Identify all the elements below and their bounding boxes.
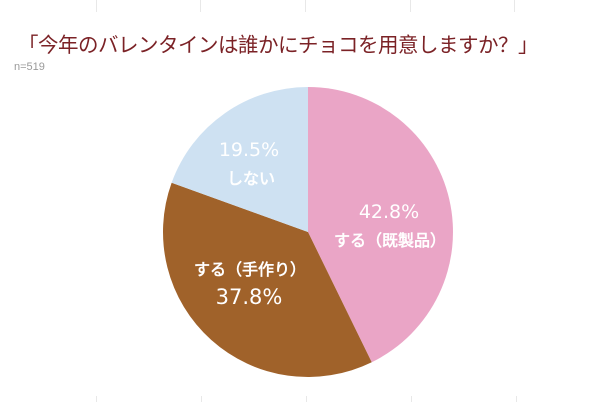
gridline-top-1 <box>96 0 97 12</box>
label-handmade-pct: 37.8% <box>215 285 283 309</box>
gridline-top-4 <box>410 0 411 12</box>
label-store-bought-name: する（既製品） <box>333 231 447 250</box>
label-handmade-name: する（手作り） <box>193 260 307 279</box>
sample-size: n=519 <box>14 61 45 73</box>
gridline-top-2 <box>200 0 201 12</box>
gridline-bottom-2 <box>201 396 202 402</box>
slice-handmade <box>163 182 372 377</box>
gridline-bottom-5 <box>516 396 517 402</box>
label-store-bought-pct: 42.8% <box>358 201 420 223</box>
slice-none <box>171 87 308 232</box>
gridline-bottom-3 <box>306 396 307 402</box>
label-none-name: しない <box>226 169 276 188</box>
label-none-pct: 19.5% <box>218 139 280 161</box>
gridline-top-5 <box>514 0 515 12</box>
chart-title: 「今年のバレンタインは誰かにチョコを用意しますか？」 <box>18 33 539 57</box>
gridline-bottom-1 <box>96 396 97 402</box>
gridline-bottom-4 <box>411 396 412 402</box>
slice-store-bought <box>308 87 453 363</box>
gridline-top-3 <box>305 0 306 12</box>
